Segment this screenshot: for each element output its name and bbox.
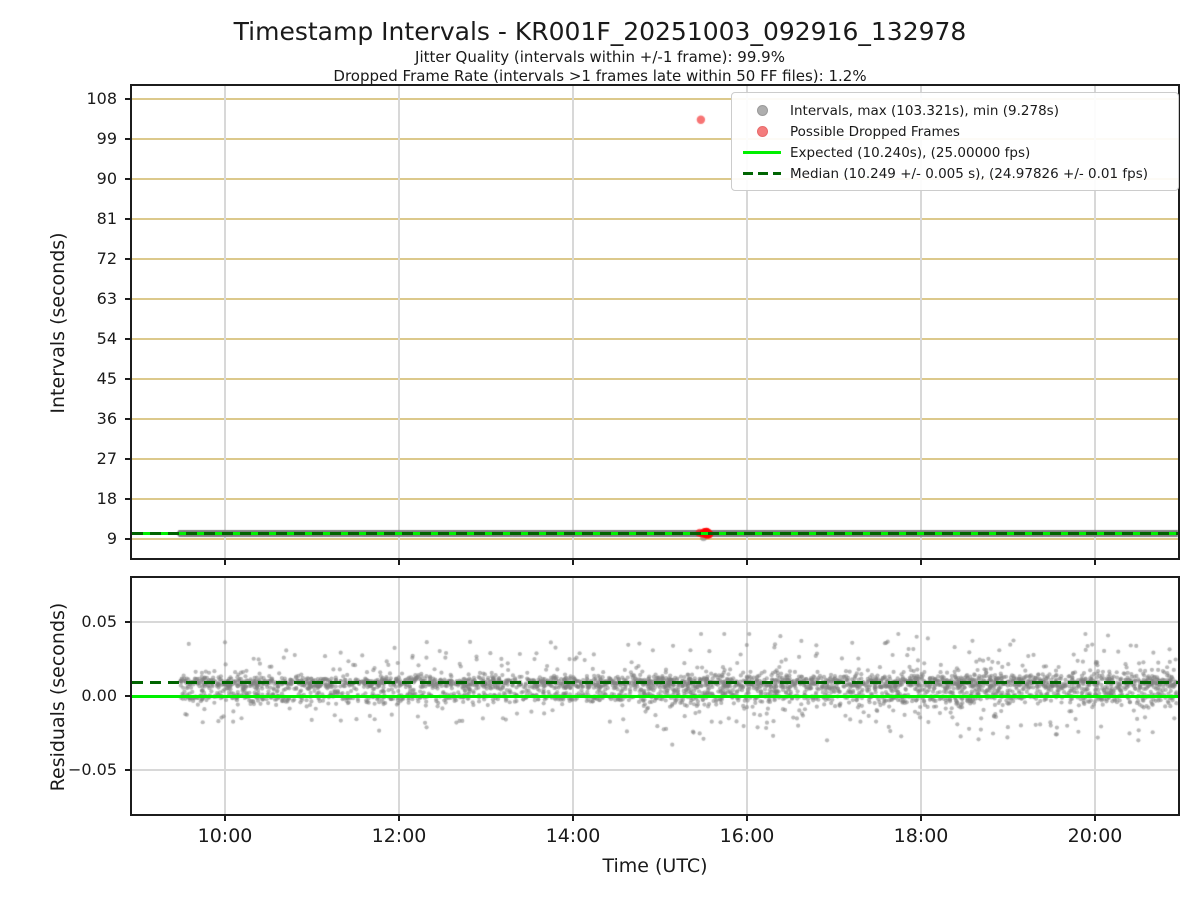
h-gridline [132,418,1178,420]
h-gridline [132,298,1178,300]
x-tick-label: 12:00 [371,825,427,847]
h-gridline [132,378,1178,380]
median-line-top [132,531,1178,536]
expected-line-bottom [132,694,1178,698]
time-x-axis-label: Time (UTC) [602,855,708,877]
x-tick-mark [224,558,226,565]
x-tick-label: 14:00 [545,825,601,847]
y-tick-label: 9 [106,529,117,548]
y-tick-mark [125,178,132,180]
y-tick-mark [125,695,132,697]
y-tick-label: 90 [96,169,117,188]
legend-item-intervals: Intervals, max (103.321s), min (9.278s) [741,100,1168,121]
y-tick-mark [125,138,132,140]
legend-label: Median (10.249 +/- 0.005 s), (24.97826 +… [790,165,1149,182]
y-tick-mark [125,538,132,540]
x-tick-label: 10:00 [197,825,253,847]
y-tick-mark [125,258,132,260]
x-tick-mark [572,814,574,821]
x-tick-mark [746,558,748,565]
green-solid-line-icon [741,151,783,154]
x-tick-label: 20:00 [1067,825,1123,847]
chart-subtitle-jitter: Jitter Quality (intervals within +/-1 fr… [415,48,785,66]
h-gridline [132,218,1178,220]
y-tick-mark [125,298,132,300]
legend: Intervals, max (103.321s), min (9.278s) … [731,92,1179,191]
legend-item-median: Median (10.249 +/- 0.005 s), (24.97826 +… [741,163,1168,184]
x-tick-mark [746,814,748,821]
residuals-y-axis-label: Residuals (seconds) [47,602,69,792]
h-gridline [132,621,1178,624]
y-tick-mark [125,218,132,220]
legend-label: Expected (10.240s), (25.00000 fps) [790,144,1031,161]
legend-label: Possible Dropped Frames [790,123,960,140]
h-gridline [132,258,1178,260]
y-tick-mark [125,418,132,420]
y-tick-label: 18 [96,489,117,508]
y-tick-mark [125,338,132,340]
darkgreen-dashed-line-icon [741,172,783,175]
h-gridline [132,498,1178,500]
h-gridline [132,458,1178,460]
x-tick-mark [1094,558,1096,565]
x-tick-mark [398,814,400,821]
v-gridline [572,86,574,558]
x-tick-mark [920,558,922,565]
red-dot-marker-icon [741,126,783,137]
median-line-bottom [132,680,1178,685]
v-gridline [398,86,400,558]
y-tick-label: 27 [96,449,117,468]
x-tick-label: 16:00 [719,825,775,847]
legend-label: Intervals, max (103.321s), min (9.278s) [790,102,1059,119]
h-gridline [132,338,1178,340]
legend-item-expected: Expected (10.240s), (25.00000 fps) [741,142,1168,163]
x-tick-mark [224,814,226,821]
y-tick-mark [125,378,132,380]
y-tick-mark [125,458,132,460]
intervals-y-axis-label: Intervals (seconds) [47,232,69,414]
x-tick-mark [920,814,922,821]
gray-dot-marker-icon [741,105,783,116]
y-tick-mark [125,98,132,100]
chart-subtitle-dropped: Dropped Frame Rate (intervals >1 frames … [333,67,867,85]
y-tick-label: 108 [86,89,117,108]
x-tick-label: 18:00 [893,825,949,847]
chart-title: Timestamp Intervals - KR001F_20251003_09… [233,17,967,46]
x-tick-mark [572,558,574,565]
legend-item-dropped-frames: Possible Dropped Frames [741,121,1168,142]
y-tick-mark [125,768,132,771]
y-tick-mark [125,498,132,500]
y-tick-mark [125,621,132,624]
x-tick-mark [1094,814,1096,821]
y-tick-label: 99 [96,129,117,148]
h-gridline [132,768,1178,771]
x-tick-mark [398,558,400,565]
v-gridline [224,86,226,558]
h-gridline [132,538,1178,540]
